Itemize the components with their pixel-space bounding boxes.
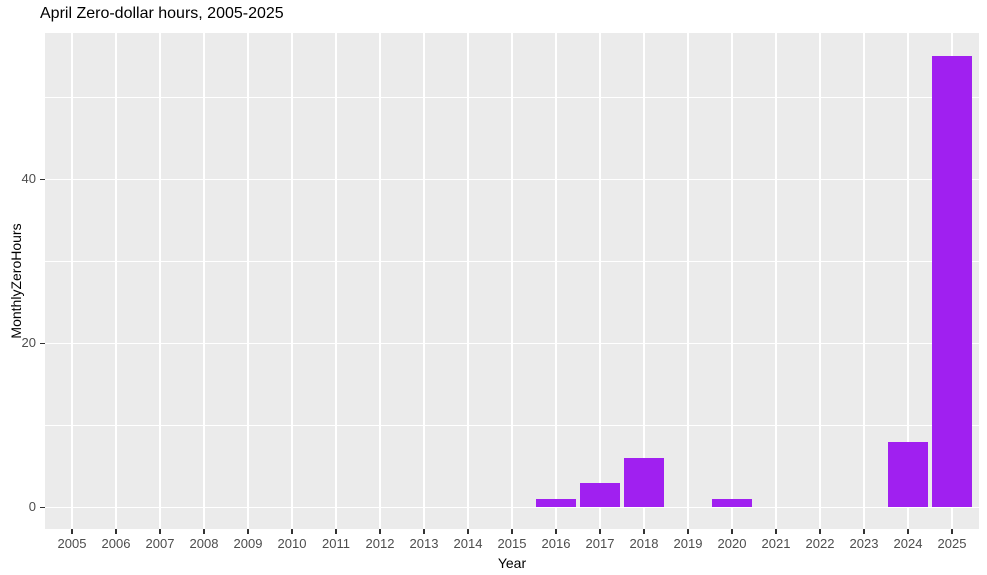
- plot-panel: [45, 33, 979, 529]
- x-tick-label: 2005: [57, 536, 87, 551]
- x-tick-label: 2021: [761, 536, 791, 551]
- x-tick-mark: [687, 529, 689, 534]
- bar-2018: [624, 458, 664, 508]
- x-tick-mark: [907, 529, 909, 534]
- x-tick-mark: [115, 529, 117, 534]
- x-axis-title: Year: [497, 555, 527, 571]
- x-tick-mark: [951, 529, 953, 534]
- bar-2025: [932, 56, 972, 508]
- gridline-major-v: [203, 33, 205, 529]
- x-tick-label: 2017: [585, 536, 615, 551]
- bar-2017: [580, 482, 620, 508]
- x-tick-label: 2019: [673, 536, 703, 551]
- x-tick-mark: [819, 529, 821, 534]
- gridline-major-v: [643, 33, 645, 529]
- gridline-major-v: [863, 33, 865, 529]
- gridline-major-v: [907, 33, 909, 529]
- bar-2024: [888, 441, 928, 508]
- x-tick-label: 2024: [893, 536, 923, 551]
- x-tick-label: 2020: [717, 536, 747, 551]
- gridline-major-v: [71, 33, 73, 529]
- y-tick-label: 40: [21, 171, 36, 187]
- x-tick-mark: [467, 529, 469, 534]
- gridline-major-v: [775, 33, 777, 529]
- chart-title: April Zero-dollar hours, 2005-2025: [40, 5, 284, 22]
- x-tick-label: 2015: [497, 536, 527, 551]
- x-tick-mark: [643, 529, 645, 534]
- gridline-major-v: [687, 33, 689, 529]
- x-tick-label: 2006: [101, 536, 131, 551]
- gridline-major-v: [115, 33, 117, 529]
- x-tick-mark: [379, 529, 381, 534]
- bar-2020: [712, 499, 752, 508]
- x-tick-label: 2022: [805, 536, 835, 551]
- x-tick-mark: [423, 529, 425, 534]
- x-tick-label: 2018: [629, 536, 659, 551]
- gridline-major-v: [467, 33, 469, 529]
- x-tick-label: 2009: [233, 536, 263, 551]
- x-tick-mark: [511, 529, 513, 534]
- x-tick-mark: [731, 529, 733, 534]
- x-tick-mark: [203, 529, 205, 534]
- x-tick-mark: [599, 529, 601, 534]
- x-tick-mark: [555, 529, 557, 534]
- x-tick-mark: [247, 529, 249, 534]
- gridline-major-v: [511, 33, 513, 529]
- y-tick-label: 20: [21, 335, 36, 351]
- y-tick-mark: [40, 506, 45, 509]
- y-tick-mark: [40, 178, 45, 181]
- x-tick-mark: [863, 529, 865, 534]
- x-tick-label: 2007: [145, 536, 175, 551]
- gridline-major-v: [731, 33, 733, 529]
- x-tick-label: 2012: [365, 536, 395, 551]
- x-tick-label: 2013: [409, 536, 439, 551]
- x-tick-label: 2023: [849, 536, 879, 551]
- x-tick-mark: [775, 529, 777, 534]
- x-tick-label: 2025: [937, 536, 967, 551]
- x-tick-label: 2011: [322, 536, 350, 551]
- x-tick-label: 2008: [189, 536, 219, 551]
- x-tick-mark: [335, 529, 337, 534]
- y-tick-label: 0: [28, 499, 36, 515]
- x-tick-mark: [291, 529, 293, 534]
- x-tick-label: 2010: [277, 536, 307, 551]
- x-tick-label: 2014: [453, 536, 483, 551]
- gridline-major-v: [247, 33, 249, 529]
- x-tick-mark: [71, 529, 73, 534]
- x-tick-mark: [159, 529, 161, 534]
- gridline-major-v: [599, 33, 601, 529]
- gridline-major-v: [819, 33, 821, 529]
- y-axis-title: MonthlyZeroHours: [8, 223, 24, 339]
- gridline-major-v: [335, 33, 337, 529]
- gridline-major-v: [291, 33, 293, 529]
- gridline-major-v: [159, 33, 161, 529]
- gridline-major-v: [423, 33, 425, 529]
- x-tick-label: 2016: [541, 536, 571, 551]
- bar-2016: [536, 499, 576, 508]
- gridline-major-v: [555, 33, 557, 529]
- gridline-major-v: [379, 33, 381, 529]
- y-tick-mark: [40, 342, 45, 345]
